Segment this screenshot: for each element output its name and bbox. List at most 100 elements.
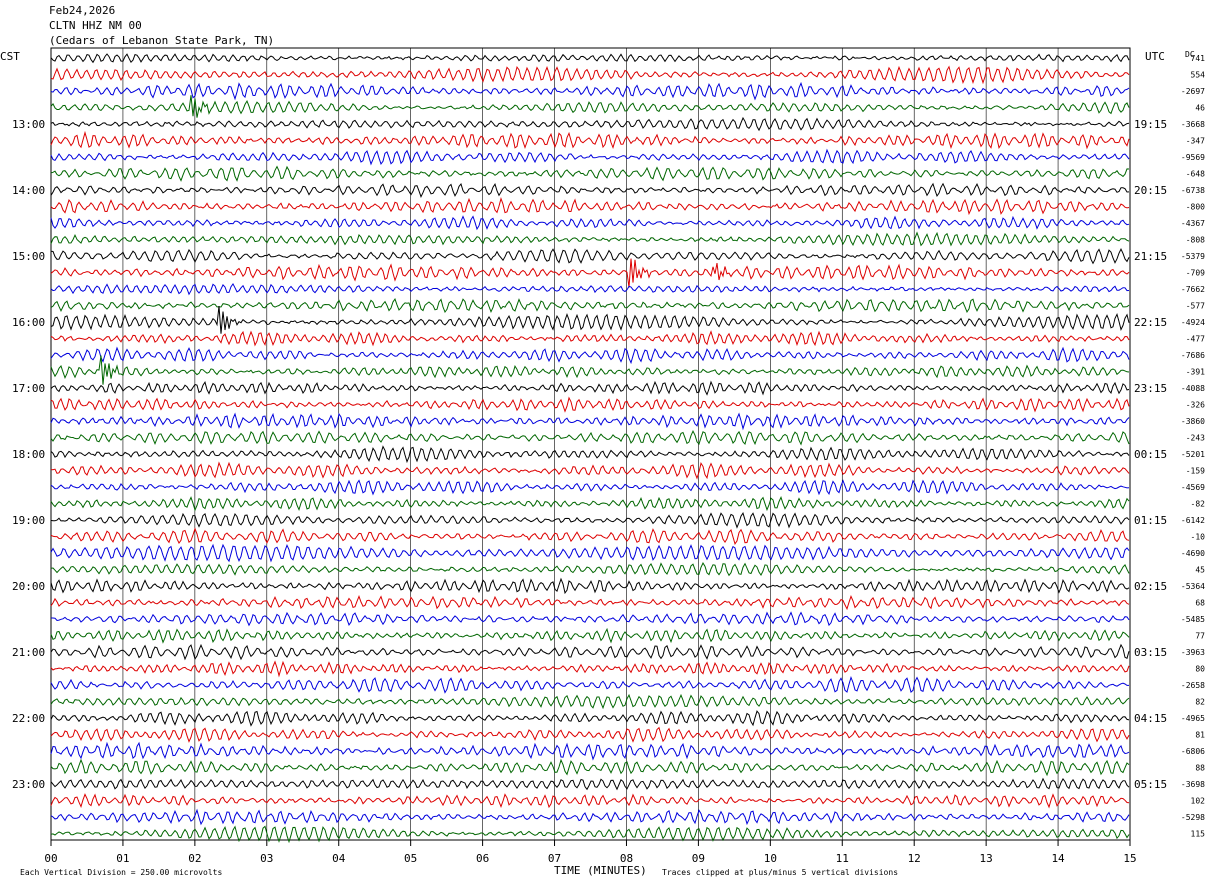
dc-offset-label: -243: [1186, 434, 1205, 443]
dc-offset-label: -5201: [1181, 450, 1205, 459]
seismic-trace: [50, 305, 1130, 334]
seismic-trace: [50, 758, 1130, 777]
dc-offset-label: 81: [1195, 731, 1205, 740]
seismic-trace: [50, 330, 1130, 347]
seismic-trace: [50, 258, 1130, 288]
seismic-trace: [50, 231, 1130, 247]
location-label: (Cedars of Lebanon State Park, TN): [49, 34, 275, 47]
dc-offset-label: 554: [1191, 71, 1206, 80]
left-hour-label: 16:00: [12, 316, 45, 329]
dc-offset-label: 82: [1195, 698, 1205, 707]
x-tick-label: 13: [980, 852, 993, 865]
dc-label: DC: [1185, 50, 1195, 59]
dc-offset-label: -5485: [1181, 615, 1205, 624]
right-hour-label: 03:15: [1134, 646, 1167, 659]
left-hour-label: 23:00: [12, 778, 45, 791]
station-label: CLTN HHZ NM 00: [49, 19, 142, 32]
seismic-trace: [50, 793, 1130, 809]
dc-offset-label: -4965: [1181, 714, 1205, 723]
seismic-trace: [50, 643, 1130, 661]
dc-offset-label: -5364: [1181, 582, 1205, 591]
dc-offset-label: 88: [1195, 764, 1205, 773]
dc-offset-label: -6738: [1181, 186, 1205, 195]
seismic-trace: [51, 611, 1130, 627]
dc-offset-label: -2658: [1181, 681, 1205, 690]
right-hour-label: 22:15: [1134, 316, 1167, 329]
x-tick-label: 03: [260, 852, 273, 865]
seismic-trace: [50, 355, 1130, 385]
seismic-trace: [50, 430, 1130, 446]
dc-offset-label: 45: [1195, 566, 1205, 575]
seismic-trace: [50, 461, 1130, 480]
left-hour-label: 15:00: [12, 250, 45, 263]
dc-offset-label: -9569: [1181, 153, 1205, 162]
dc-offset-label: -3698: [1181, 780, 1205, 789]
seismic-trace: [50, 527, 1130, 545]
seismic-trace: [50, 808, 1130, 826]
dc-offset-label: -10: [1191, 533, 1206, 542]
x-tick-label: 05: [404, 852, 417, 865]
x-tick-label: 01: [116, 852, 129, 865]
seismic-trace: [50, 396, 1130, 413]
dc-offset-label: -4088: [1181, 384, 1205, 393]
right-hour-label: 19:15: [1134, 118, 1167, 131]
dc-offset-label: -4367: [1181, 219, 1205, 228]
left-hour-label: 17:00: [12, 382, 45, 395]
right-hour-label: 04:15: [1134, 712, 1167, 725]
right-hour-label: 23:15: [1134, 382, 1167, 395]
seismic-trace: [50, 65, 1130, 85]
seismic-trace: [50, 116, 1130, 132]
dc-offset-label: 77: [1195, 632, 1205, 641]
right-timezone-label: UTC: [1145, 50, 1165, 63]
dc-offset-label: -5379: [1181, 252, 1205, 261]
dc-offset-label: -577: [1186, 302, 1205, 311]
dc-offset-label: -3668: [1181, 120, 1205, 129]
seismic-trace: [50, 577, 1130, 595]
seismic-trace: [50, 562, 1130, 577]
seismic-trace: [50, 726, 1130, 743]
dc-offset-label: -4924: [1181, 318, 1205, 327]
dc-offset-label: -2697: [1181, 87, 1205, 96]
x-tick-label: 14: [1051, 852, 1065, 865]
seismic-trace: [50, 380, 1130, 396]
x-tick-label: 15: [1123, 852, 1136, 865]
right-hour-label: 02:15: [1134, 580, 1167, 593]
dc-offset-label: -4690: [1181, 549, 1205, 558]
seismic-trace: [50, 675, 1129, 694]
dc-offset-label: -159: [1186, 467, 1205, 476]
dc-offset-label: 68: [1195, 599, 1205, 608]
dc-offset-label: -7686: [1181, 351, 1205, 360]
seismic-trace: [50, 215, 1130, 231]
left-hour-label: 21:00: [12, 646, 45, 659]
dc-offset-label: -4569: [1181, 483, 1205, 492]
dc-offset-label: 46: [1195, 104, 1205, 113]
seismic-trace: [50, 81, 1130, 101]
seismic-trace: [50, 660, 1130, 678]
seismic-trace: [50, 825, 1130, 844]
right-hour-label: 01:15: [1134, 514, 1167, 527]
left-hour-label: 13:00: [12, 118, 45, 131]
seismic-trace: [50, 412, 1130, 431]
dc-offset-label: -7662: [1181, 285, 1205, 294]
seismic-trace: [50, 777, 1130, 791]
dc-offset-label: -709: [1186, 269, 1205, 278]
x-tick-label: 10: [764, 852, 777, 865]
x-tick-label: 08: [620, 852, 633, 865]
seismic-trace: [50, 53, 1130, 64]
left-hour-label: 20:00: [12, 580, 45, 593]
dc-offset-label: -3963: [1181, 648, 1205, 657]
scale-note: Each Vertical Division = 250.00 microvol…: [20, 868, 222, 877]
x-tick-label: 09: [692, 852, 705, 865]
dc-offset-label: 102: [1191, 797, 1206, 806]
dc-offset-label: 115: [1191, 830, 1206, 839]
left-hour-label: 19:00: [12, 514, 45, 527]
seismic-trace: [50, 512, 1130, 529]
left-hour-label: 22:00: [12, 712, 45, 725]
right-hour-label: 21:15: [1134, 250, 1167, 263]
dc-offset-label: -5298: [1181, 813, 1205, 822]
x-tick-label: 12: [908, 852, 921, 865]
seismic-trace: [50, 543, 1130, 563]
seismic-trace: [50, 595, 1130, 611]
x-tick-label: 00: [44, 852, 57, 865]
